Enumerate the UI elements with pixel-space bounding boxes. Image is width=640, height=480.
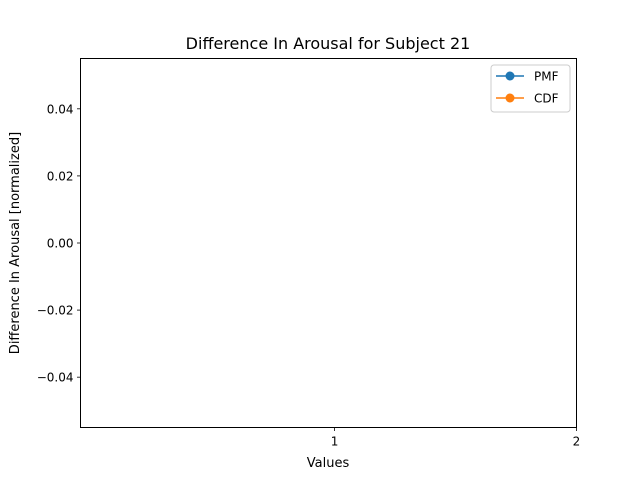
y-tick-label: 0.02 <box>47 169 74 183</box>
x-tick-label: 2 <box>573 435 581 449</box>
x-tick-label: 1 <box>331 435 339 449</box>
legend-marker-pmf <box>505 71 515 81</box>
legend-marker-cdf <box>505 93 515 103</box>
plot-area <box>80 58 577 428</box>
y-tick-label: 0.00 <box>47 237 74 251</box>
chart-title: Difference In Arousal for Subject 21 <box>186 34 471 53</box>
x-axis-label: Values <box>307 456 350 471</box>
legend-item-cdf: CDF <box>496 92 559 106</box>
legend-label-pmf: PMF <box>534 70 559 84</box>
y-tick-label: −0.02 <box>37 304 74 318</box>
axis-ticks: 1 2 −0.04 −0.02 0.00 0.02 0.04 <box>37 102 581 448</box>
legend: PMF CDF <box>490 64 571 113</box>
legend-label-cdf: CDF <box>534 92 559 106</box>
y-tick-label: −0.04 <box>37 371 74 385</box>
y-tick-label: 0.04 <box>47 102 74 116</box>
y-axis-label: Difference In Arousal [normalized] <box>8 132 23 354</box>
legend-item-pmf: PMF <box>496 70 559 84</box>
